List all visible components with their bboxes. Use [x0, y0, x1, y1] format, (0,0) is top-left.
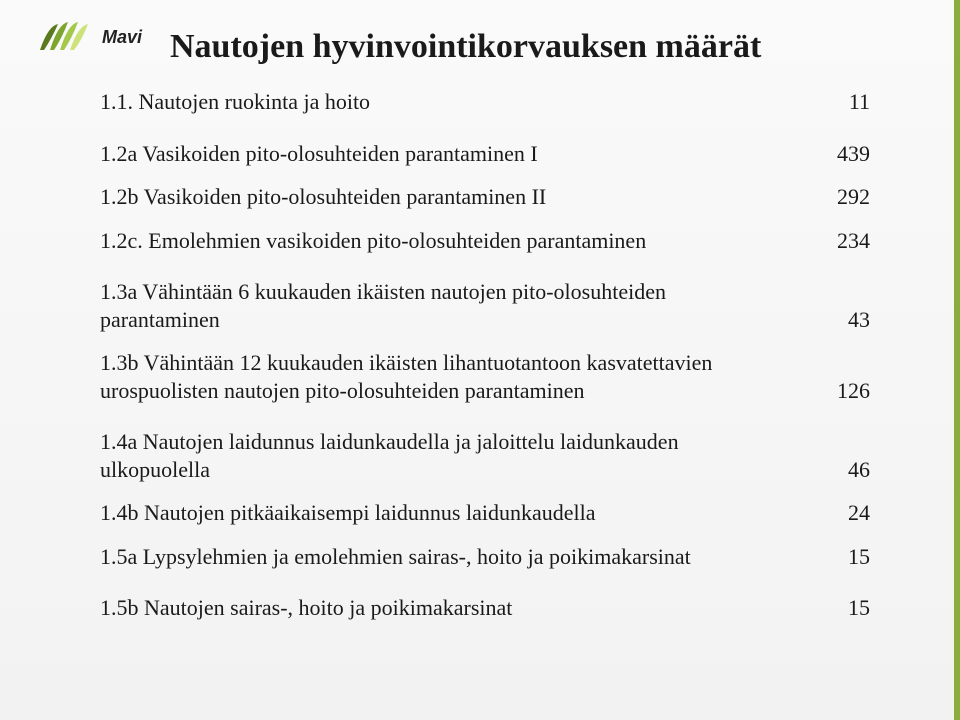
item-value: 46: [810, 456, 870, 484]
item-value: 24: [810, 499, 870, 527]
item-label: 1.5b Nautojen sairas-, hoito ja poikimak…: [100, 594, 810, 622]
list-item: 1.3b Vähintään 12 kuukauden ikäisten lih…: [100, 349, 870, 404]
item-value: 11: [810, 88, 870, 116]
item-value: 15: [810, 543, 870, 571]
item-value: 126: [810, 377, 870, 405]
item-label: 1.4b Nautojen pitkäaikaisempi laidunnus …: [100, 499, 810, 527]
leaf-icon: [38, 20, 96, 54]
item-label: 1.1. Nautojen ruokinta ja hoito: [100, 88, 810, 116]
item-label: 1.3a Vähintään 6 kuukauden ikäisten naut…: [100, 278, 810, 333]
item-label: 1.2b Vasikoiden pito-olosuhteiden parant…: [100, 183, 810, 211]
item-value: 292: [810, 183, 870, 211]
item-label: 1.2c. Emolehmien vasikoiden pito-olosuht…: [100, 227, 810, 255]
list-item: 1.4a Nautojen laidunnus laidunkaudella j…: [100, 428, 870, 483]
list-item: 1.5b Nautojen sairas-, hoito ja poikimak…: [100, 594, 870, 622]
item-value: 15: [810, 594, 870, 622]
item-label: 1.2a Vasikoiden pito-olosuhteiden parant…: [100, 140, 810, 168]
list-item: 1.4b Nautojen pitkäaikaisempi laidunnus …: [100, 499, 870, 527]
item-value: 439: [810, 140, 870, 168]
page-title: Nautojen hyvinvointikorvauksen määrät: [170, 28, 880, 66]
list-item: 1.2c. Emolehmien vasikoiden pito-olosuht…: [100, 227, 870, 255]
item-label: 1.4a Nautojen laidunnus laidunkaudella j…: [100, 428, 810, 483]
list-item: 1.2b Vasikoiden pito-olosuhteiden parant…: [100, 183, 870, 211]
item-value: 43: [810, 306, 870, 334]
slide: Mavi Nautojen hyvinvointikorvauksen määr…: [0, 0, 960, 720]
list-item: 1.3a Vähintään 6 kuukauden ikäisten naut…: [100, 278, 870, 333]
item-label: 1.5a Lypsylehmien ja emolehmien sairas-,…: [100, 543, 810, 571]
logo-text: Mavi: [102, 27, 142, 48]
accent-bar: [954, 0, 960, 720]
list-item: 1.1. Nautojen ruokinta ja hoito11: [100, 88, 870, 116]
list-item: 1.5a Lypsylehmien ja emolehmien sairas-,…: [100, 543, 870, 571]
logo: Mavi: [38, 20, 142, 54]
items-list: 1.1. Nautojen ruokinta ja hoito111.2a Va…: [100, 88, 870, 622]
list-item: 1.2a Vasikoiden pito-olosuhteiden parant…: [100, 140, 870, 168]
item-value: 234: [810, 227, 870, 255]
item-label: 1.3b Vähintään 12 kuukauden ikäisten lih…: [100, 349, 810, 404]
